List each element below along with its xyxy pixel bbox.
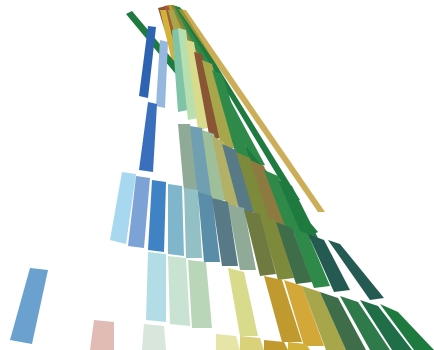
blue-column xyxy=(139,26,168,172)
tile xyxy=(260,216,294,280)
tile xyxy=(202,60,234,150)
tile xyxy=(212,198,238,266)
fan-strand xyxy=(176,7,300,200)
tile xyxy=(240,336,264,350)
tile xyxy=(202,130,226,202)
tile xyxy=(146,252,166,322)
tile xyxy=(148,180,166,252)
tile xyxy=(228,204,256,270)
tile xyxy=(212,136,240,206)
tile xyxy=(250,160,286,228)
tile xyxy=(168,256,190,326)
tile xyxy=(178,124,198,192)
tile xyxy=(110,172,136,244)
tile xyxy=(216,334,240,350)
tile xyxy=(284,280,324,346)
tile xyxy=(194,52,220,140)
tile xyxy=(340,296,390,350)
tile xyxy=(156,40,168,108)
tile xyxy=(308,234,350,292)
tile xyxy=(292,228,330,288)
tile xyxy=(264,340,288,350)
tile xyxy=(184,188,202,258)
tile xyxy=(320,292,366,350)
row-two xyxy=(178,124,318,240)
tile xyxy=(190,126,212,198)
tile xyxy=(380,304,434,350)
tile xyxy=(90,320,114,350)
tile xyxy=(244,210,276,276)
tile xyxy=(360,300,412,350)
tile xyxy=(278,180,318,240)
tile xyxy=(236,152,270,220)
tile xyxy=(212,70,250,162)
tile xyxy=(222,144,254,212)
tile xyxy=(276,222,312,284)
tile xyxy=(178,28,198,120)
tile xyxy=(328,240,384,300)
tile xyxy=(168,184,184,256)
tile xyxy=(302,286,346,350)
bottom-fragments xyxy=(90,320,310,350)
tile xyxy=(264,276,302,342)
upper-strands xyxy=(172,28,250,162)
tile xyxy=(139,102,157,172)
tile xyxy=(264,170,302,234)
tile xyxy=(142,324,166,350)
tile xyxy=(172,28,188,112)
tile xyxy=(128,176,150,248)
tile xyxy=(10,268,48,344)
tile xyxy=(198,192,220,262)
row-four xyxy=(10,252,434,350)
fan-strand xyxy=(178,9,325,212)
tile xyxy=(186,40,208,130)
tile xyxy=(139,26,156,98)
row-three xyxy=(110,172,384,300)
tile xyxy=(228,268,258,336)
tile xyxy=(288,342,310,350)
tile xyxy=(188,260,212,328)
